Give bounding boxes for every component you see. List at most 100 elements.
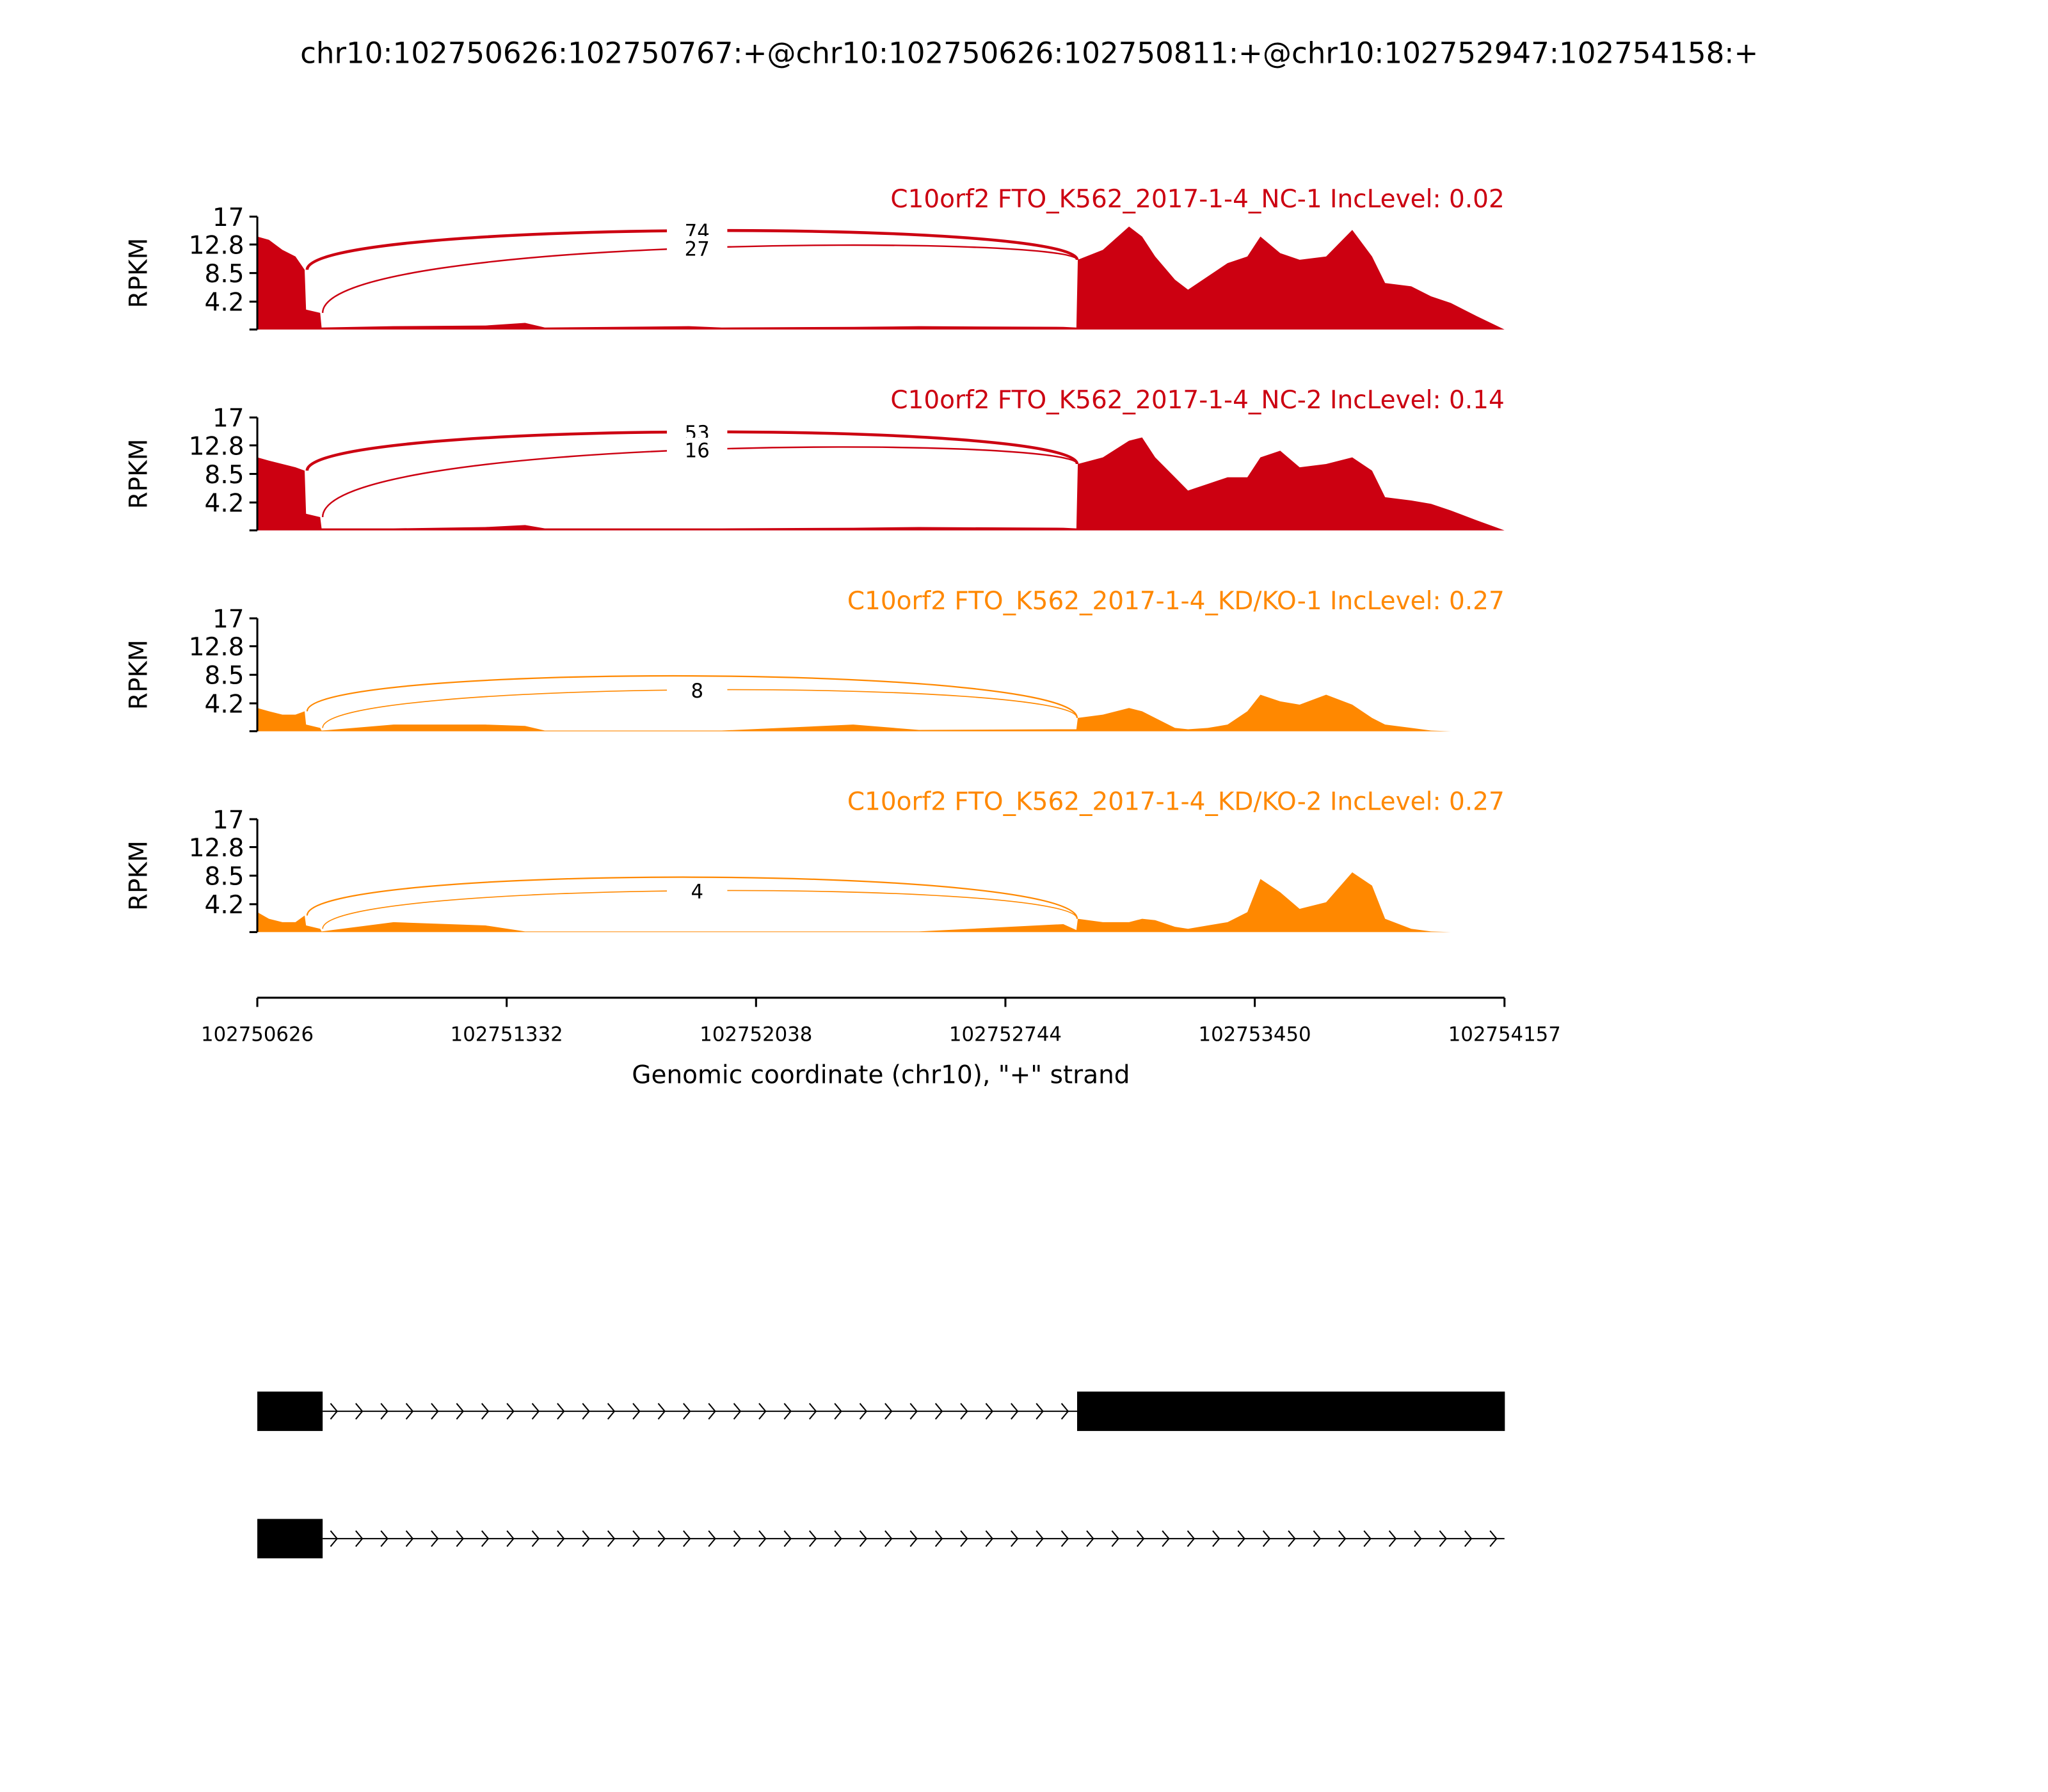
- strand-arrow-icon: [1212, 1530, 1220, 1548]
- exon-block: [257, 1519, 323, 1558]
- strand-arrow-icon: [1136, 1530, 1145, 1548]
- y-tick-label: 17: [212, 605, 244, 634]
- strand-arrow-icon: [557, 1403, 565, 1420]
- strand-arrow-icon: [834, 1530, 842, 1548]
- x-tick-label: 102752038: [700, 1023, 812, 1046]
- y-tick-label: 17: [212, 204, 244, 232]
- y-tick-label: 17: [212, 404, 244, 433]
- strand-arrow-icon: [859, 1530, 868, 1548]
- y-tick-label: 8.5: [205, 863, 244, 892]
- strand-arrow-icon: [1262, 1530, 1271, 1548]
- junction-arc: [306, 876, 1078, 919]
- junction-count-label: 27: [685, 238, 710, 261]
- strand-arrow-icon: [456, 1403, 464, 1420]
- y-axis-label: RPKM: [125, 639, 154, 710]
- x-axis: Genomic coordinate (chr10), "+" strand 1…: [201, 996, 1561, 1089]
- strand-arrow-icon: [380, 1403, 388, 1420]
- strand-arrow-icon: [481, 1530, 490, 1548]
- strand-arrow-icon: [1338, 1530, 1347, 1548]
- strand-arrow-icon: [431, 1530, 439, 1548]
- strand-arrow-icon: [985, 1403, 994, 1420]
- strand-arrow-icon: [456, 1530, 464, 1548]
- strand-arrow-icon: [909, 1403, 918, 1420]
- strand-arrow-icon: [1439, 1530, 1447, 1548]
- strand-arrow-icon: [1363, 1530, 1372, 1548]
- strand-arrow-icon: [431, 1403, 439, 1420]
- strand-arrow-icon: [1086, 1530, 1094, 1548]
- junction-arc: [306, 675, 1078, 718]
- strand-arrow-icon: [481, 1403, 490, 1420]
- y-tick-label: 4.2: [205, 891, 244, 920]
- y-tick-label: 4.2: [205, 489, 244, 518]
- y-tick-label: 8.5: [205, 662, 244, 691]
- strand-arrow-icon: [1060, 1403, 1069, 1420]
- strand-arrow-icon: [1464, 1530, 1473, 1548]
- strand-arrow-icon: [1011, 1530, 1019, 1548]
- y-axis-label: RPKM: [125, 840, 154, 911]
- strand-arrow-icon: [960, 1403, 968, 1420]
- x-tick-label: 102750626: [201, 1023, 314, 1046]
- strand-arrow-icon: [632, 1403, 641, 1420]
- gene-model: [257, 1519, 1505, 1558]
- strand-arrow-icon: [985, 1530, 994, 1548]
- strand-arrow-icon: [380, 1530, 388, 1548]
- strand-arrow-icon: [783, 1403, 792, 1420]
- strand-arrow-icon: [808, 1530, 817, 1548]
- y-tick-label: 12.8: [189, 834, 244, 863]
- strand-arrow-icon: [1388, 1530, 1397, 1548]
- strand-arrow-icon: [909, 1530, 918, 1548]
- sample-label: C10orf2 FTO_K562_2017-1-4_NC-2 IncLevel:…: [890, 386, 1504, 415]
- y-tick-label: 4.2: [205, 690, 244, 719]
- sample-label: C10orf2 FTO_K562_2017-1-4_KD/KO-1 IncLev…: [847, 587, 1505, 616]
- strand-arrow-icon: [657, 1530, 666, 1548]
- strand-arrow-icon: [758, 1403, 767, 1420]
- x-tick-label: 102752744: [949, 1023, 1062, 1046]
- strand-arrow-icon: [531, 1530, 540, 1548]
- x-tick-label: 102753450: [1199, 1023, 1311, 1046]
- strand-arrow-icon: [330, 1403, 339, 1420]
- x-axis-label: Genomic coordinate (chr10), "+" strand: [632, 1060, 1130, 1089]
- track-panel: 4.28.512.817 RPKM C10orf2 FTO_K562_2017-1-…: [125, 185, 1505, 331]
- strand-arrow-icon: [733, 1403, 742, 1420]
- strand-arrow-icon: [330, 1530, 339, 1548]
- x-tick-label: 102754157: [1448, 1023, 1561, 1046]
- strand-arrow-icon: [607, 1530, 616, 1548]
- gene-model: [257, 1391, 1505, 1431]
- strand-arrow-icon: [1187, 1530, 1196, 1548]
- junction-label-bg: [667, 236, 728, 260]
- sample-label: C10orf2 FTO_K562_2017-1-4_KD/KO-2 IncLev…: [847, 788, 1505, 817]
- x-tick-label: 102751332: [451, 1023, 563, 1046]
- strand-arrow-icon: [355, 1403, 364, 1420]
- strand-arrow-icon: [683, 1530, 691, 1548]
- y-tick-label: 12.8: [189, 231, 244, 260]
- y-tick-label: 8.5: [205, 260, 244, 289]
- strand-arrow-icon: [859, 1403, 868, 1420]
- junction-count-label: 8: [691, 680, 703, 703]
- y-axis-label: RPKM: [125, 439, 154, 509]
- strand-arrow-icon: [708, 1403, 716, 1420]
- exon-block: [1076, 1391, 1505, 1431]
- track-panel: 4.28.512.817 RPKM C10orf2 FTO_K562_2017-1-…: [125, 587, 1505, 733]
- strand-arrow-icon: [405, 1403, 414, 1420]
- strand-arrow-icon: [582, 1530, 590, 1548]
- strand-arrow-icon: [582, 1403, 590, 1420]
- strand-arrow-icon: [1036, 1403, 1044, 1420]
- y-tick-label: 17: [212, 806, 244, 835]
- coverage-area: [257, 227, 1505, 330]
- strand-arrow-icon: [1111, 1530, 1119, 1548]
- strand-arrow-icon: [1288, 1530, 1296, 1548]
- strand-arrow-icon: [1162, 1530, 1170, 1548]
- strand-arrow-icon: [607, 1403, 616, 1420]
- strand-arrow-icon: [1489, 1530, 1498, 1548]
- strand-arrow-icon: [884, 1403, 893, 1420]
- strand-arrow-icon: [1060, 1530, 1069, 1548]
- exon-block: [257, 1391, 323, 1431]
- strand-arrow-icon: [834, 1403, 842, 1420]
- junction-label-bg: [667, 879, 728, 903]
- y-tick-label: 12.8: [189, 432, 244, 461]
- strand-arrow-icon: [1011, 1403, 1019, 1420]
- y-tick-label: 8.5: [205, 461, 244, 490]
- strand-arrow-icon: [1313, 1530, 1322, 1548]
- coverage-area: [257, 872, 1505, 932]
